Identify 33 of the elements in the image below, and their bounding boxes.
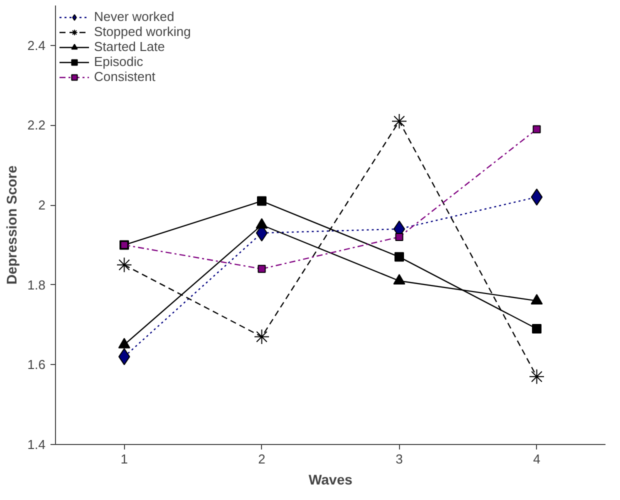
point <box>530 188 543 206</box>
y-tick-label: 2.2 <box>27 118 46 133</box>
y-tick-label: 2.4 <box>27 38 46 53</box>
x-tick-label: 3 <box>396 452 403 466</box>
y-tick-label: 1.4 <box>27 437 46 452</box>
legend-label: Started Late <box>94 39 165 54</box>
point <box>532 324 542 334</box>
legend-label: Never worked <box>94 9 174 24</box>
y-axis-title: Depression Score <box>3 165 20 285</box>
y-tick-label: 2 <box>38 198 46 213</box>
point <box>258 264 266 273</box>
x-tick-label: 1 <box>120 452 128 466</box>
legend-label: Stopped working <box>94 24 191 39</box>
point <box>256 218 268 229</box>
y-tick-label: 1.6 <box>27 357 46 372</box>
legend-label: Consistent <box>94 69 156 84</box>
point <box>257 196 266 206</box>
point <box>118 348 130 366</box>
point <box>392 113 407 129</box>
point <box>118 338 130 348</box>
x-tick-label: 4 <box>533 452 540 466</box>
point <box>530 294 543 305</box>
point <box>394 252 404 262</box>
point <box>116 257 132 273</box>
point <box>393 274 406 285</box>
point <box>395 232 404 241</box>
point <box>529 368 544 384</box>
x-axis-title: Waves <box>308 472 353 488</box>
point <box>254 328 270 344</box>
x-tick-label: 2 <box>258 452 266 466</box>
y-tick-label: 1.8 <box>27 277 46 292</box>
point <box>532 125 541 134</box>
legend-label: Episodic <box>94 54 144 69</box>
